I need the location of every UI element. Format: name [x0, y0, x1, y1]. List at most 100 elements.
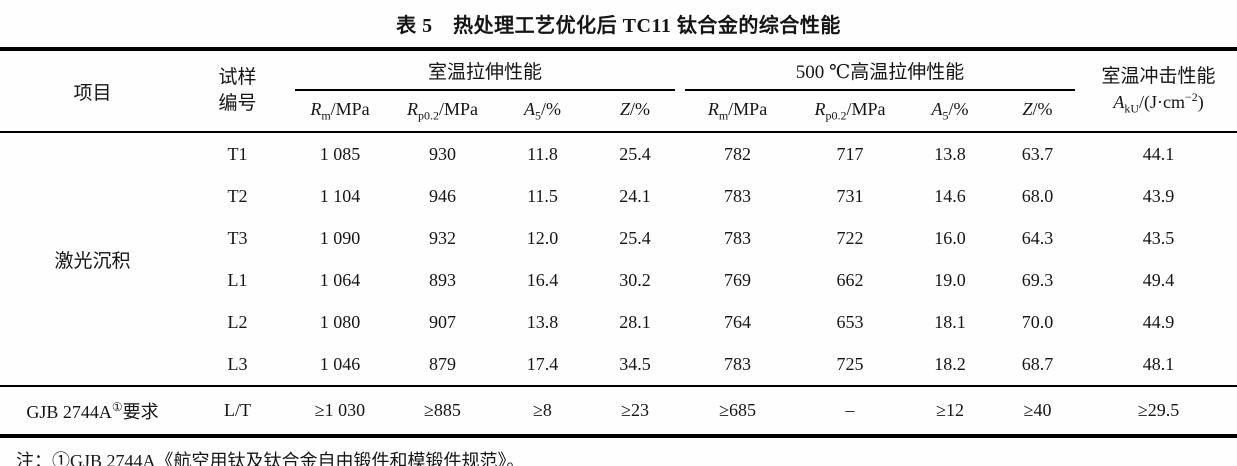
cell-value: 769 — [724, 269, 752, 290]
table-row-t1: 激光沉积 T1 1 085 930 11.8 25.4 782 717 13.8… — [0, 132, 1237, 272]
subscript-p02: p0.2 — [417, 108, 439, 123]
table-row-t2: T2 1 104 946 11.5 24.1 783 731 14.6 68.0… — [0, 175, 1237, 217]
cell-value: 783 — [724, 353, 752, 374]
col-group-high-temp-tensile: 500 ℃高温拉伸性能 — [680, 49, 1080, 91]
cell-value: 932 — [429, 227, 456, 248]
cell-value: 68.7 — [1021, 353, 1054, 374]
subscript-kU: kU — [1124, 101, 1139, 116]
cell-sample-id: L3 — [227, 353, 248, 374]
symbol-A: A — [524, 98, 535, 119]
cell-sample-id: T3 — [227, 227, 248, 248]
cell-value: ≥23 — [590, 385, 681, 436]
cell-sample-id: L2 — [227, 311, 248, 332]
col-header-impact-title: 室温冲击性能 — [1101, 66, 1216, 88]
cell-value: 13.8 — [934, 143, 966, 164]
header-row-subcolumns: Rm/MPa Rp0.2/MPa A5/% Z/% Rm/MPa Rp0.2/M… — [0, 91, 1237, 133]
cell-sample-id: L1 — [227, 269, 248, 290]
unit-mpa: /MPa — [330, 98, 370, 119]
cell-value: 17.4 — [526, 353, 559, 374]
impact-unit-close: ) — [1197, 91, 1204, 112]
cell-value: 731 — [836, 185, 864, 206]
requirement-standard: GJB 2744A — [26, 401, 112, 422]
cell-value: 44.1 — [1142, 143, 1175, 164]
col-header-item: 项目 — [0, 49, 185, 133]
requirement-row: GJB 2744A①要求 L/T ≥1 030 ≥885 ≥8 ≥23 ≥685… — [0, 385, 1237, 436]
cell-value: 725 — [836, 353, 864, 374]
subscript-m: m — [321, 108, 331, 123]
col-header-sample-line1: 试样 — [218, 67, 257, 89]
cell-value: 48.1 — [1142, 353, 1175, 374]
cell-value: 63.7 — [1021, 143, 1054, 164]
cell-value: 25.4 — [619, 143, 651, 164]
cell-value: 1 085 — [319, 143, 361, 164]
cell-value: 946 — [429, 185, 456, 206]
cell-value: 43.5 — [1142, 227, 1175, 248]
cell-value: 43.9 — [1142, 185, 1175, 206]
cell-value: 907 — [429, 311, 456, 332]
col-group-room-temp-tensile: 室温拉伸性能 — [290, 49, 680, 91]
cell-value: 25.4 — [619, 227, 651, 248]
cell-sample-id: T1 — [227, 143, 248, 164]
col-header-sample: 试样 编号 — [185, 49, 290, 133]
table-row-t3: T3 1 090 932 12.0 25.4 783 722 16.0 64.3… — [0, 217, 1237, 259]
unit-percent: /% — [1032, 98, 1053, 119]
cell-value: 722 — [836, 227, 864, 248]
superscript-minus2: −2 — [1184, 89, 1198, 104]
cell-value: 653 — [836, 311, 864, 332]
symbol-R: R — [406, 98, 418, 119]
cell-value: ≥1 030 — [290, 385, 390, 436]
unit-mpa: /MPa — [846, 98, 886, 119]
cell-value: 16.4 — [526, 269, 559, 290]
unit-percent: /% — [541, 98, 561, 119]
cell-value: ≥885 — [390, 385, 495, 436]
cell-value: 1 064 — [319, 269, 361, 290]
cell-value: 18.1 — [934, 311, 966, 332]
cell-value: 28.1 — [619, 311, 651, 332]
cell-value: ≥8 — [495, 385, 590, 436]
requirement-suffix: 要求 — [122, 401, 159, 422]
col-group-high-temp-label: 500 ℃高温拉伸性能 — [685, 57, 1076, 91]
cell-value: 64.3 — [1021, 227, 1054, 248]
symbol-Z: Z — [620, 98, 631, 119]
cell-value: ≥40 — [995, 385, 1081, 436]
cell-value: 879 — [429, 353, 456, 374]
col-group-room-temp-label: 室温拉伸性能 — [295, 57, 676, 91]
cell-value: 1 080 — [319, 311, 361, 332]
table-footnote: 注：①GJB 2744A《航空用钛及钛合金自由锻件和模锻件规范》。 — [16, 451, 525, 466]
subscript-5: 5 — [535, 108, 541, 123]
cell-value: 30.2 — [619, 269, 651, 290]
cell-value: 19.0 — [934, 269, 966, 290]
subscript-5: 5 — [942, 108, 949, 123]
cell-value: 1 090 — [319, 227, 361, 248]
col-header-rm-ht: Rm/MPa — [680, 91, 796, 133]
cell-value: 11.5 — [527, 185, 558, 206]
cell-value: ≥12 — [905, 385, 996, 436]
subscript-p02: p0.2 — [825, 108, 847, 123]
cell-value: 44.9 — [1142, 311, 1175, 332]
cell-sample-id: T2 — [227, 185, 248, 206]
col-header-rp02-ht: Rp0.2/MPa — [795, 91, 906, 133]
cell-value: – — [795, 385, 906, 436]
cell-value: 24.1 — [619, 185, 651, 206]
cell-value: 11.8 — [527, 143, 558, 164]
cell-value: 783 — [724, 185, 752, 206]
table-row-l1: L1 1 064 893 16.4 30.2 769 662 19.0 69.3… — [0, 259, 1237, 301]
cell-value: 34.5 — [619, 353, 651, 374]
cell-value: 13.8 — [526, 311, 559, 332]
cell-requirement-label: GJB 2744A①要求 — [0, 385, 185, 436]
unit-percent: /% — [630, 98, 651, 119]
col-header-a5-rt: A5/% — [495, 91, 590, 133]
symbol-R: R — [707, 98, 719, 119]
symbol-R: R — [310, 98, 322, 119]
col-header-rp02-rt: Rp0.2/MPa — [390, 91, 495, 133]
unit-percent: /% — [948, 98, 969, 119]
cell-value: 1 046 — [319, 353, 361, 374]
cell-value: 70.0 — [1021, 311, 1054, 332]
symbol-R: R — [814, 98, 826, 119]
properties-table: 项目 试样 编号 室温拉伸性能 500 ℃高温拉伸性能 室温冲击性能 A — [0, 47, 1237, 438]
impact-unit: /(J·cm — [1138, 91, 1185, 112]
table-row-l2: L2 1 080 907 13.8 28.1 764 653 18.1 70.0… — [0, 301, 1237, 343]
col-header-impact: 室温冲击性能 AkU/(J·cm−2) — [1080, 49, 1237, 133]
cell-value: 930 — [429, 143, 456, 164]
